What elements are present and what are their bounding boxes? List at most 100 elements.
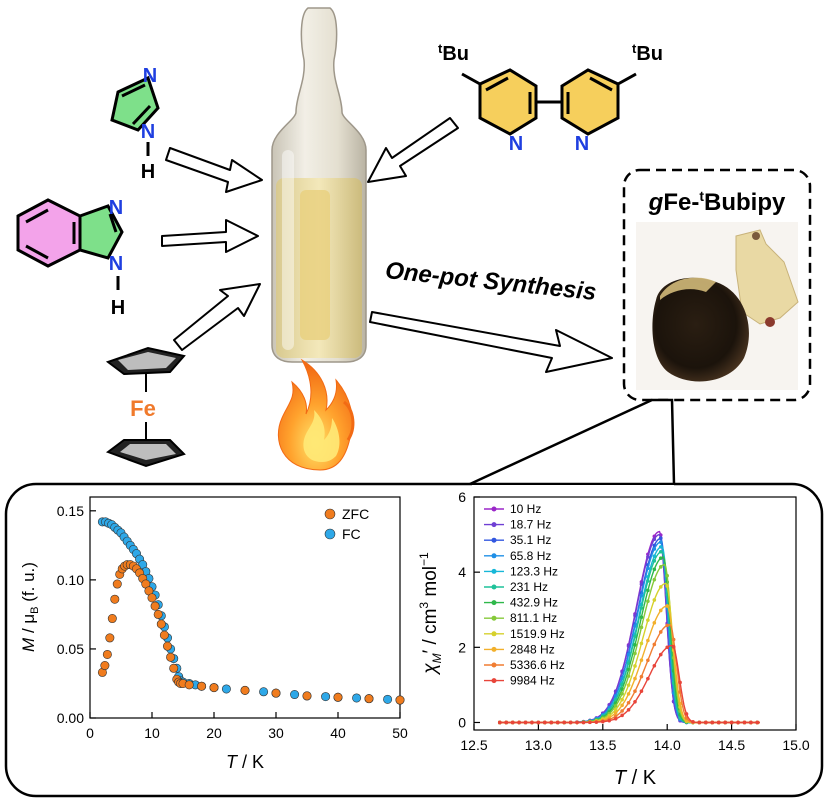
chart2-point (626, 674, 631, 678)
chart2-point (652, 547, 657, 551)
chart2-xtick-label: 14.5 (718, 737, 745, 753)
chart2-legend-marker (491, 646, 497, 652)
chart2-ytick-label: 2 (458, 639, 466, 655)
chart2-point (665, 573, 669, 578)
tbu-right-label: tBu (632, 41, 663, 65)
ampoule (271, 7, 367, 363)
susceptibility-chart: 12.5 13.0 13.5 14.0 14.5 15.0 0 2 4 6 10 Hz 18.7 H… (417, 489, 810, 789)
chart2-point (646, 579, 650, 583)
chart2-point (658, 630, 663, 634)
chart2-ytick-label: 4 (458, 564, 466, 580)
chart1-point-zfc (153, 609, 163, 619)
chart2-point (607, 718, 612, 723)
chart1-ytick-label: 0.15 (57, 503, 84, 519)
chart2-point (639, 593, 644, 598)
chart2-xlabel: T / K (614, 767, 657, 789)
chart2-point (665, 584, 669, 588)
chart2-point (530, 720, 534, 725)
chart2-point (646, 638, 650, 643)
chart2-legend-marker (491, 522, 497, 528)
chart1-xtick-label: 30 (268, 725, 284, 741)
arrow-imidazole (165, 147, 263, 193)
chart1-point-fc (383, 694, 393, 704)
chart2-point (639, 674, 644, 679)
imidazole-n-top: N (143, 65, 157, 87)
callout-pointer (469, 398, 676, 486)
chart2-point (504, 720, 509, 725)
chart1-point-zfc (105, 633, 115, 643)
chart2-point (710, 720, 715, 725)
chart2-point (633, 643, 637, 647)
chart2-point (523, 720, 528, 725)
chart2-legend-label: 35.1 Hz (510, 533, 551, 547)
chart2-point (723, 720, 727, 725)
chart1-point-fc (290, 690, 300, 700)
chart2-point (626, 683, 631, 687)
chart1-xtick-label: 40 (330, 725, 346, 741)
chart2-point (626, 708, 631, 712)
chart2-legend-label: 231 Hz (510, 580, 548, 594)
chart2-point (620, 697, 624, 702)
chart2-legend-marker (491, 615, 497, 621)
chart2-legend-marker (491, 506, 497, 512)
chart1-ytick-label: 0.05 (57, 641, 84, 657)
chart2-point (755, 720, 760, 725)
chart1-point-zfc (163, 641, 173, 651)
chart2-point (658, 608, 663, 613)
chart2-point (671, 637, 676, 642)
chart2-legend-marker (491, 600, 497, 606)
chart2-point (749, 720, 753, 725)
chart2-legend-label: 9984 Hz (510, 674, 555, 688)
chart2-legend-label: 18.7 Hz (510, 518, 551, 532)
chart1-xtick-label: 10 (144, 725, 160, 741)
chart1-point-zfc (150, 601, 160, 611)
chart2-point (704, 720, 708, 725)
chart2-point (613, 716, 618, 721)
chart2-point (588, 720, 592, 725)
chart1-point-zfc (102, 649, 112, 659)
chart2-point (562, 720, 566, 725)
chart2-point (652, 621, 657, 625)
chart2-point (665, 623, 669, 628)
crystal-photo (636, 222, 799, 390)
chart2-point (697, 720, 702, 725)
chart2-legend-label: 1519.9 Hz (510, 627, 565, 641)
chart2-point (543, 720, 547, 725)
chart2-legend-marker (491, 553, 497, 559)
chart2-point (555, 720, 560, 725)
synthesis-label: One-pot Synthesis (384, 257, 598, 306)
chart1-point-zfc (302, 691, 312, 701)
chart2-point (549, 720, 554, 725)
chart1-point-zfc (184, 680, 194, 690)
chart2-point (633, 689, 637, 694)
chart2-legend-marker (491, 537, 497, 543)
chart2-point (652, 642, 657, 647)
chart2-point (646, 599, 650, 604)
arrow-synthesis (369, 311, 613, 373)
product-panel: gFe-tBubipy (622, 168, 812, 402)
chart2-point (626, 692, 631, 696)
chart2-legend-label: 811.1 Hz (510, 611, 557, 625)
ferrocene-fe: Fe (130, 396, 156, 421)
chart2-point (652, 554, 657, 559)
chart2-point (658, 556, 663, 560)
chart2-point (652, 537, 657, 542)
chart2-legend-label: 2848 Hz (510, 642, 555, 656)
chart2-point (684, 712, 689, 716)
chart2-legend-marker (491, 568, 497, 574)
chart2-point (646, 555, 650, 559)
chart2-point (613, 714, 618, 719)
chart1-point-zfc (395, 695, 405, 705)
chart1-point-zfc (169, 663, 179, 673)
chart2-point (620, 713, 624, 718)
chart1-point-zfc (156, 619, 166, 629)
chart1-xtick-label: 20 (206, 725, 222, 741)
chart1-xtick-label: 0 (86, 725, 94, 741)
chart1-ytick-label: 0.10 (57, 572, 84, 588)
chart2-legend-label: 432.9 Hz (510, 596, 558, 610)
chart2-point (620, 709, 624, 713)
chart2-point (652, 567, 657, 572)
chart2-point (633, 676, 637, 681)
chart1-point-zfc (364, 694, 374, 704)
